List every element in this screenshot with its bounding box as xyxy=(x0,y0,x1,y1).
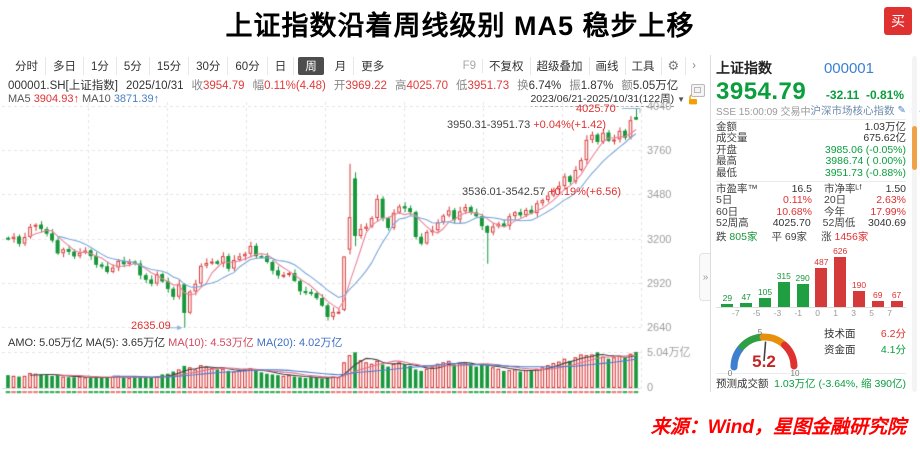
quote-row-最低: 最低 3951.73 (-0.88%) xyxy=(716,166,906,179)
page-title: 上证指数沿着周线级别 MA5 稳步上移 xyxy=(225,11,695,41)
quote-row-金额: 金额 1.03万亿 xyxy=(716,121,906,133)
buy-button[interactable]: 买 xyxy=(884,7,912,35)
breadth-row: 跌 805家 平 69家 涨 1456家 xyxy=(716,230,869,243)
period-tab-更多[interactable]: 更多 xyxy=(361,61,385,73)
annotation-gap-1: 3950.31-3951.73 +0.04%(+1.42) xyxy=(447,119,607,131)
flat-count: 69家 xyxy=(784,230,808,243)
period-tab-5分[interactable]: 5分 xyxy=(117,57,150,75)
period-tab-月[interactable]: 月 xyxy=(328,57,355,75)
dist-bar: 626 xyxy=(831,246,850,307)
svg-text:10: 10 xyxy=(791,369,800,378)
volume-legend: AMO: 5.05万亿 MA(5): 3.65万亿 MA(10): 4.53万亿… xyxy=(8,337,343,349)
dist-bar: 105 xyxy=(756,287,775,307)
period-tab-30分[interactable]: 30分 xyxy=(189,57,229,75)
period-tab-1分[interactable]: 1分 xyxy=(84,57,117,75)
quote-row-开盘: 开盘 3985.06 (-0.05%) xyxy=(716,143,906,156)
sentiment-gauge-section: 0 5 10 5.2 技术面 6.2分 资金面 4.1分 xyxy=(716,321,906,378)
dist-bar: 29 xyxy=(718,293,737,307)
index-group-link[interactable]: 沪深市场核心指数 xyxy=(810,104,895,117)
chevron-down-icon: ▼ xyxy=(677,94,685,104)
svg-text:0: 0 xyxy=(728,369,733,378)
tool-1[interactable]: 不复权 xyxy=(483,57,531,75)
dist-bar: 315 xyxy=(774,271,793,307)
forecast-value: 1.03万亿 (-3.64%, 缩 390亿) xyxy=(774,377,906,390)
score-gauge: 0 5 10 5.2 xyxy=(728,328,800,378)
double-chevron-icon: » xyxy=(702,271,709,283)
dist-bar: 290 xyxy=(793,273,812,307)
period-tab-60分[interactable]: 60分 xyxy=(228,57,268,75)
panel-expand-handle[interactable]: » xyxy=(699,253,711,301)
tool-3[interactable]: 画线 xyxy=(590,57,626,75)
quote-panel: 上证指数 000001 3954.79 -32.11 -0.81% SSE 15… xyxy=(710,55,920,392)
source-credit: 来源：Wind，星图金融研究院 xyxy=(650,417,906,438)
pencil-icon[interactable]: ✎ xyxy=(897,104,906,116)
tool-0[interactable]: F9 xyxy=(457,59,483,73)
tool-4[interactable]: 工具 xyxy=(626,57,662,75)
index-name: 上证指数 xyxy=(716,60,772,76)
svg-text:5: 5 xyxy=(758,328,763,337)
dist-bar: 190 xyxy=(850,280,869,307)
exchange-status: SSE 15:00:09 交易中 xyxy=(716,106,811,118)
period-tab-15分[interactable]: 15分 xyxy=(150,57,190,75)
annotation-gap-2: 3536.01-3542.57 +0.19%(+6.56) xyxy=(462,186,622,198)
period-tab-日[interactable]: 日 xyxy=(268,57,295,75)
period-tab-多日[interactable]: 多日 xyxy=(46,57,84,75)
svg-text:5.2: 5.2 xyxy=(752,352,776,371)
period-tab-分时[interactable]: 分时 xyxy=(8,57,46,75)
tools-toolbar: F9 不复权 超级叠加 画线 工具 ⚙ › xyxy=(457,57,702,75)
quote-info-row: 000001.SH[上证指数] 2025/10/31 收3954.79 幅0.11%(… xyxy=(8,80,679,92)
advancers-count: 1456家 xyxy=(834,230,869,243)
period-toolbar: 分时 多日 1分 5分 15分 30分 60分日周月更多 xyxy=(8,57,391,75)
quote-row-成交量: 成交量 675.62亿 xyxy=(716,132,906,145)
dist-bar: 47 xyxy=(737,292,756,307)
alert-icon[interactable]: ◔ xyxy=(909,105,915,116)
add-icon[interactable]: ＋ xyxy=(918,103,920,118)
tool-2[interactable]: 超级叠加 xyxy=(531,57,590,75)
dist-bar: 487 xyxy=(812,257,831,307)
annotation-low: 2635.09 xyxy=(131,320,171,332)
dist-bar: 69 xyxy=(868,290,887,307)
decliners-count: 805家 xyxy=(729,230,758,243)
stat-rows: 市盈率™ 16.5 市净率ᴸᶠ 1.50 5日 0.11% 20日 2.63% 60日 10.68… xyxy=(716,183,906,230)
annotation-high: 4025.70 xyxy=(576,103,616,115)
chevron-right-icon[interactable]: › xyxy=(692,60,696,72)
period-tab-周[interactable]: 周 xyxy=(298,57,324,75)
gear-icon[interactable]: ⚙ xyxy=(662,57,687,75)
help-icon[interactable]: ? xyxy=(900,391,906,393)
panel-scrollbar[interactable] xyxy=(912,56,917,392)
quote-row-最高: 最高 3986.74 ( 0.00%) xyxy=(716,155,906,168)
summary-rows: 金额 1.03万亿 成交量 675.62亿 开盘 3985.06 (-0.05%) 最高 39… xyxy=(716,121,906,179)
price-change: -32.11 -0.81% xyxy=(825,88,904,102)
mini-window-icon[interactable] xyxy=(691,84,705,97)
forecast-percent: 44% xyxy=(716,391,737,393)
advance-decline-histogram: 29 47 105 315 290 487 626 190 69 67 -7 -5 -3 -1 0 1 3 5 7 xyxy=(716,245,906,319)
forecast-label: 预测成交额 xyxy=(716,377,769,390)
dist-bar: 67 xyxy=(887,290,906,307)
last-price: 3954.79 xyxy=(716,78,807,105)
score-list: 技术面 6.2分 资金面 4.1分 xyxy=(824,327,906,356)
scrollbar-thumb[interactable] xyxy=(912,126,917,170)
candlestick-chart[interactable] xyxy=(0,100,710,400)
index-code[interactable]: 000001 xyxy=(823,59,874,77)
